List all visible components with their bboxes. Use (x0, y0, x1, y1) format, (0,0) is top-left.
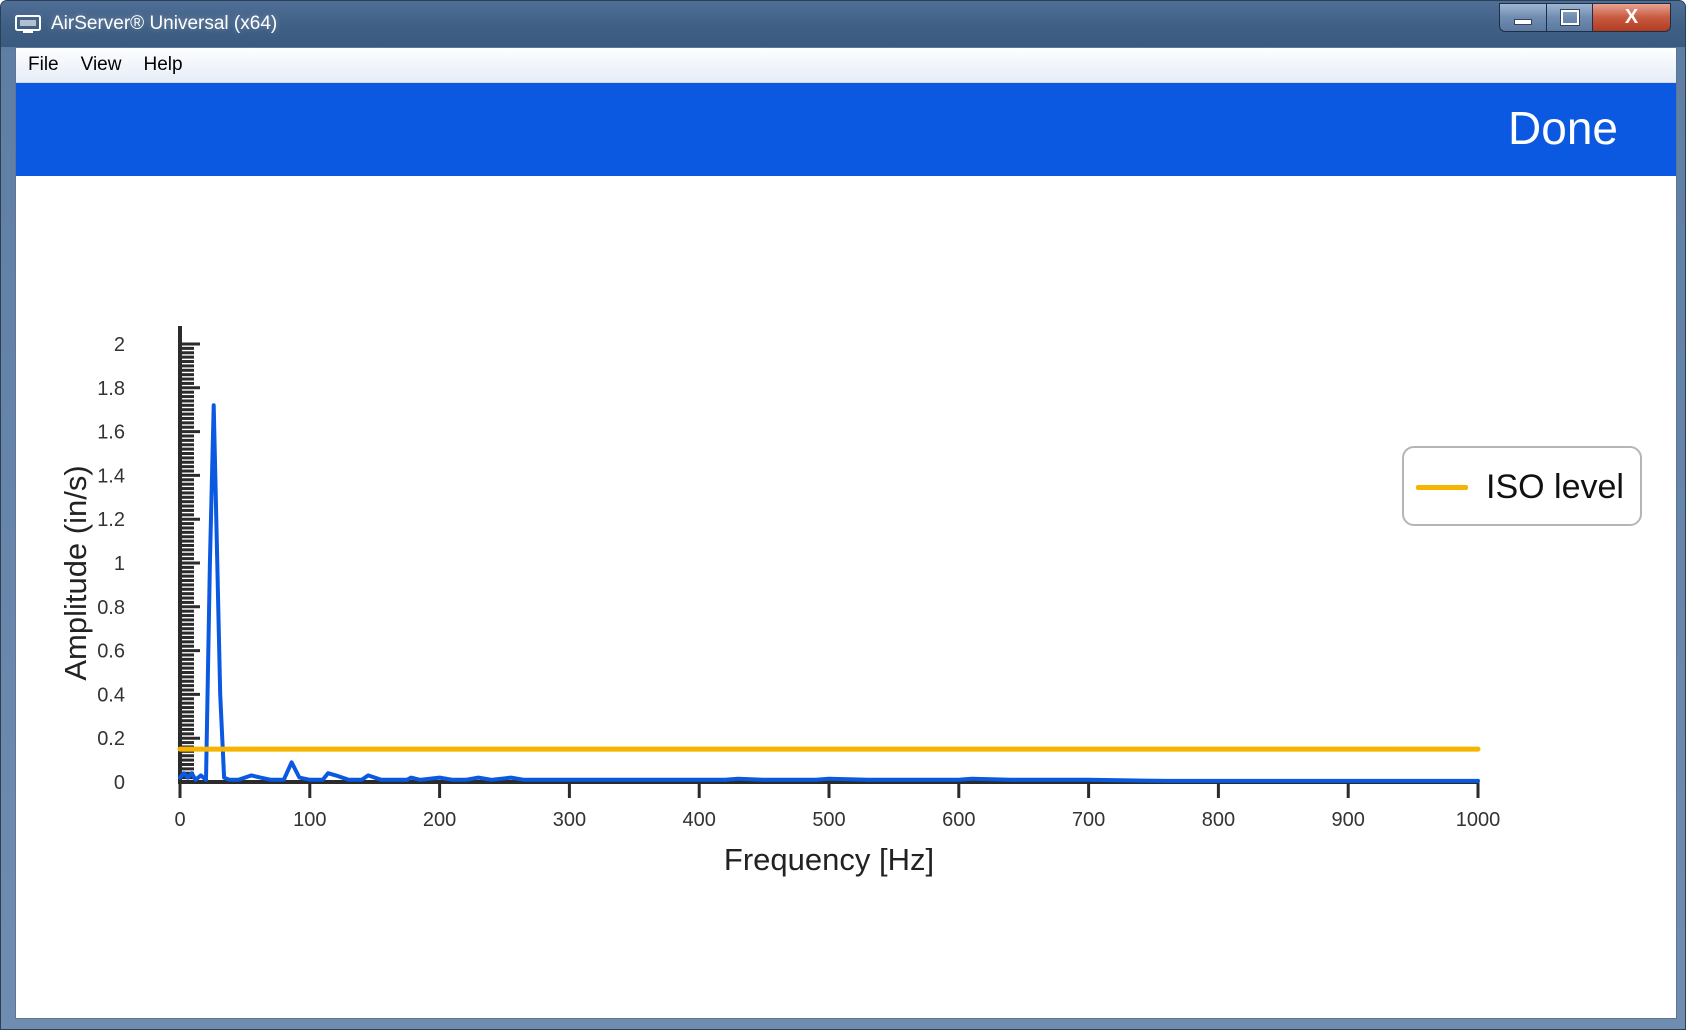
x-tick-label: 700 (1072, 809, 1105, 831)
menu-help[interactable]: Help (143, 54, 183, 75)
x-tick-label: 400 (683, 809, 716, 831)
minimize-button[interactable] (1499, 3, 1547, 32)
y-tick-label: 0.4 (97, 684, 125, 706)
airserver-app-icon (15, 15, 41, 33)
window-controls: X (1499, 3, 1671, 33)
x-tick-label: 200 (423, 809, 456, 831)
y-tick-label: 1.6 (97, 422, 125, 444)
x-tick-label: 300 (553, 809, 586, 831)
x-axis-title: Frequency [Hz] (724, 842, 934, 877)
y-tick-label: 0.8 (97, 597, 125, 619)
window-title: AirServer® Universal (x64) (51, 13, 278, 34)
x-tick-label: 100 (293, 809, 326, 831)
y-tick-label: 0.6 (97, 641, 125, 663)
legend-swatch-iso-level (1416, 485, 1468, 490)
chart-area: 0 0.2 0.4 0.6 0.8 1 1.2 1.4 1.6 1.8 2 0 100 200 300 400… (16, 176, 1676, 1018)
menu-bar: File View Help (16, 48, 1676, 83)
close-icon: X (1624, 6, 1639, 28)
header-bar: Done (16, 83, 1676, 176)
y-tick-label: 0.2 (97, 728, 125, 750)
y-axis-title: Amplitude (in/s) (58, 465, 93, 680)
amplitude-spectrum-line (178, 403, 1480, 783)
menu-view[interactable]: View (80, 54, 122, 75)
x-tick-label: 0 (174, 809, 185, 831)
y-tick-label: 1 (114, 553, 125, 575)
maximize-button[interactable] (1547, 3, 1593, 32)
title-bar[interactable]: AirServer® Universal (x64) X (1, 1, 1685, 47)
x-tick-label: 1000 (1456, 809, 1501, 831)
maximize-icon (1560, 10, 1579, 25)
done-button[interactable]: Done (1508, 102, 1618, 154)
menu-file[interactable]: File (28, 54, 59, 75)
minimize-icon (1514, 18, 1532, 25)
legend-label: ISO level (1486, 468, 1624, 506)
close-button[interactable]: X (1593, 3, 1671, 32)
chart-legend: ISO level (1402, 446, 1642, 526)
y-tick-label: 1.4 (97, 465, 125, 487)
y-tick-label: 1.8 (97, 378, 125, 400)
x-tick-label: 500 (812, 809, 845, 831)
y-tick-label: 0 (114, 772, 125, 794)
spectrum-chart: 0 0.2 0.4 0.6 0.8 1 1.2 1.4 1.6 1.8 2 0 100 200 300 400… (58, 326, 1501, 877)
client-area: File View Help Done 0 0.2 0.4 0.6 0.8 1 1.2 1.4… (15, 47, 1677, 1019)
y-tick-label: 2 (114, 334, 125, 356)
x-tick-label: 800 (1202, 809, 1235, 831)
y-tick-label: 1.2 (97, 509, 125, 531)
x-tick-label: 900 (1332, 809, 1365, 831)
x-tick-label: 600 (942, 809, 975, 831)
